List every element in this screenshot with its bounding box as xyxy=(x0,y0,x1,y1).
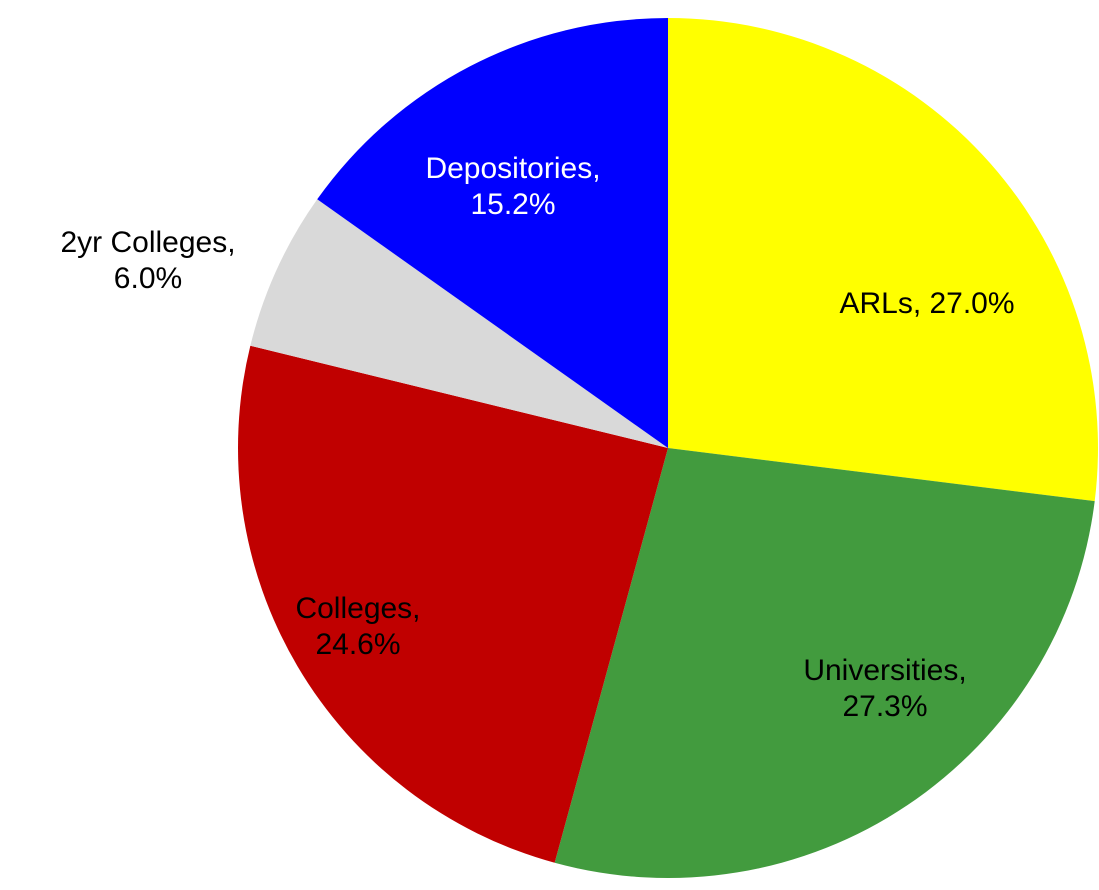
data-label: ARLs, 27.0% xyxy=(839,287,1014,320)
pie-slice xyxy=(237,345,669,863)
data-label: Depositories, 15.2% xyxy=(425,152,600,221)
pie-slice xyxy=(668,18,1098,502)
pie-slice xyxy=(317,18,668,448)
data-label: Universities, 27.3% xyxy=(803,654,966,723)
pie-slice xyxy=(554,448,1095,878)
data-label: Colleges, 24.6% xyxy=(295,592,420,661)
data-label: 2yr Colleges, 6.0% xyxy=(60,226,235,295)
pie-slice xyxy=(250,199,668,448)
